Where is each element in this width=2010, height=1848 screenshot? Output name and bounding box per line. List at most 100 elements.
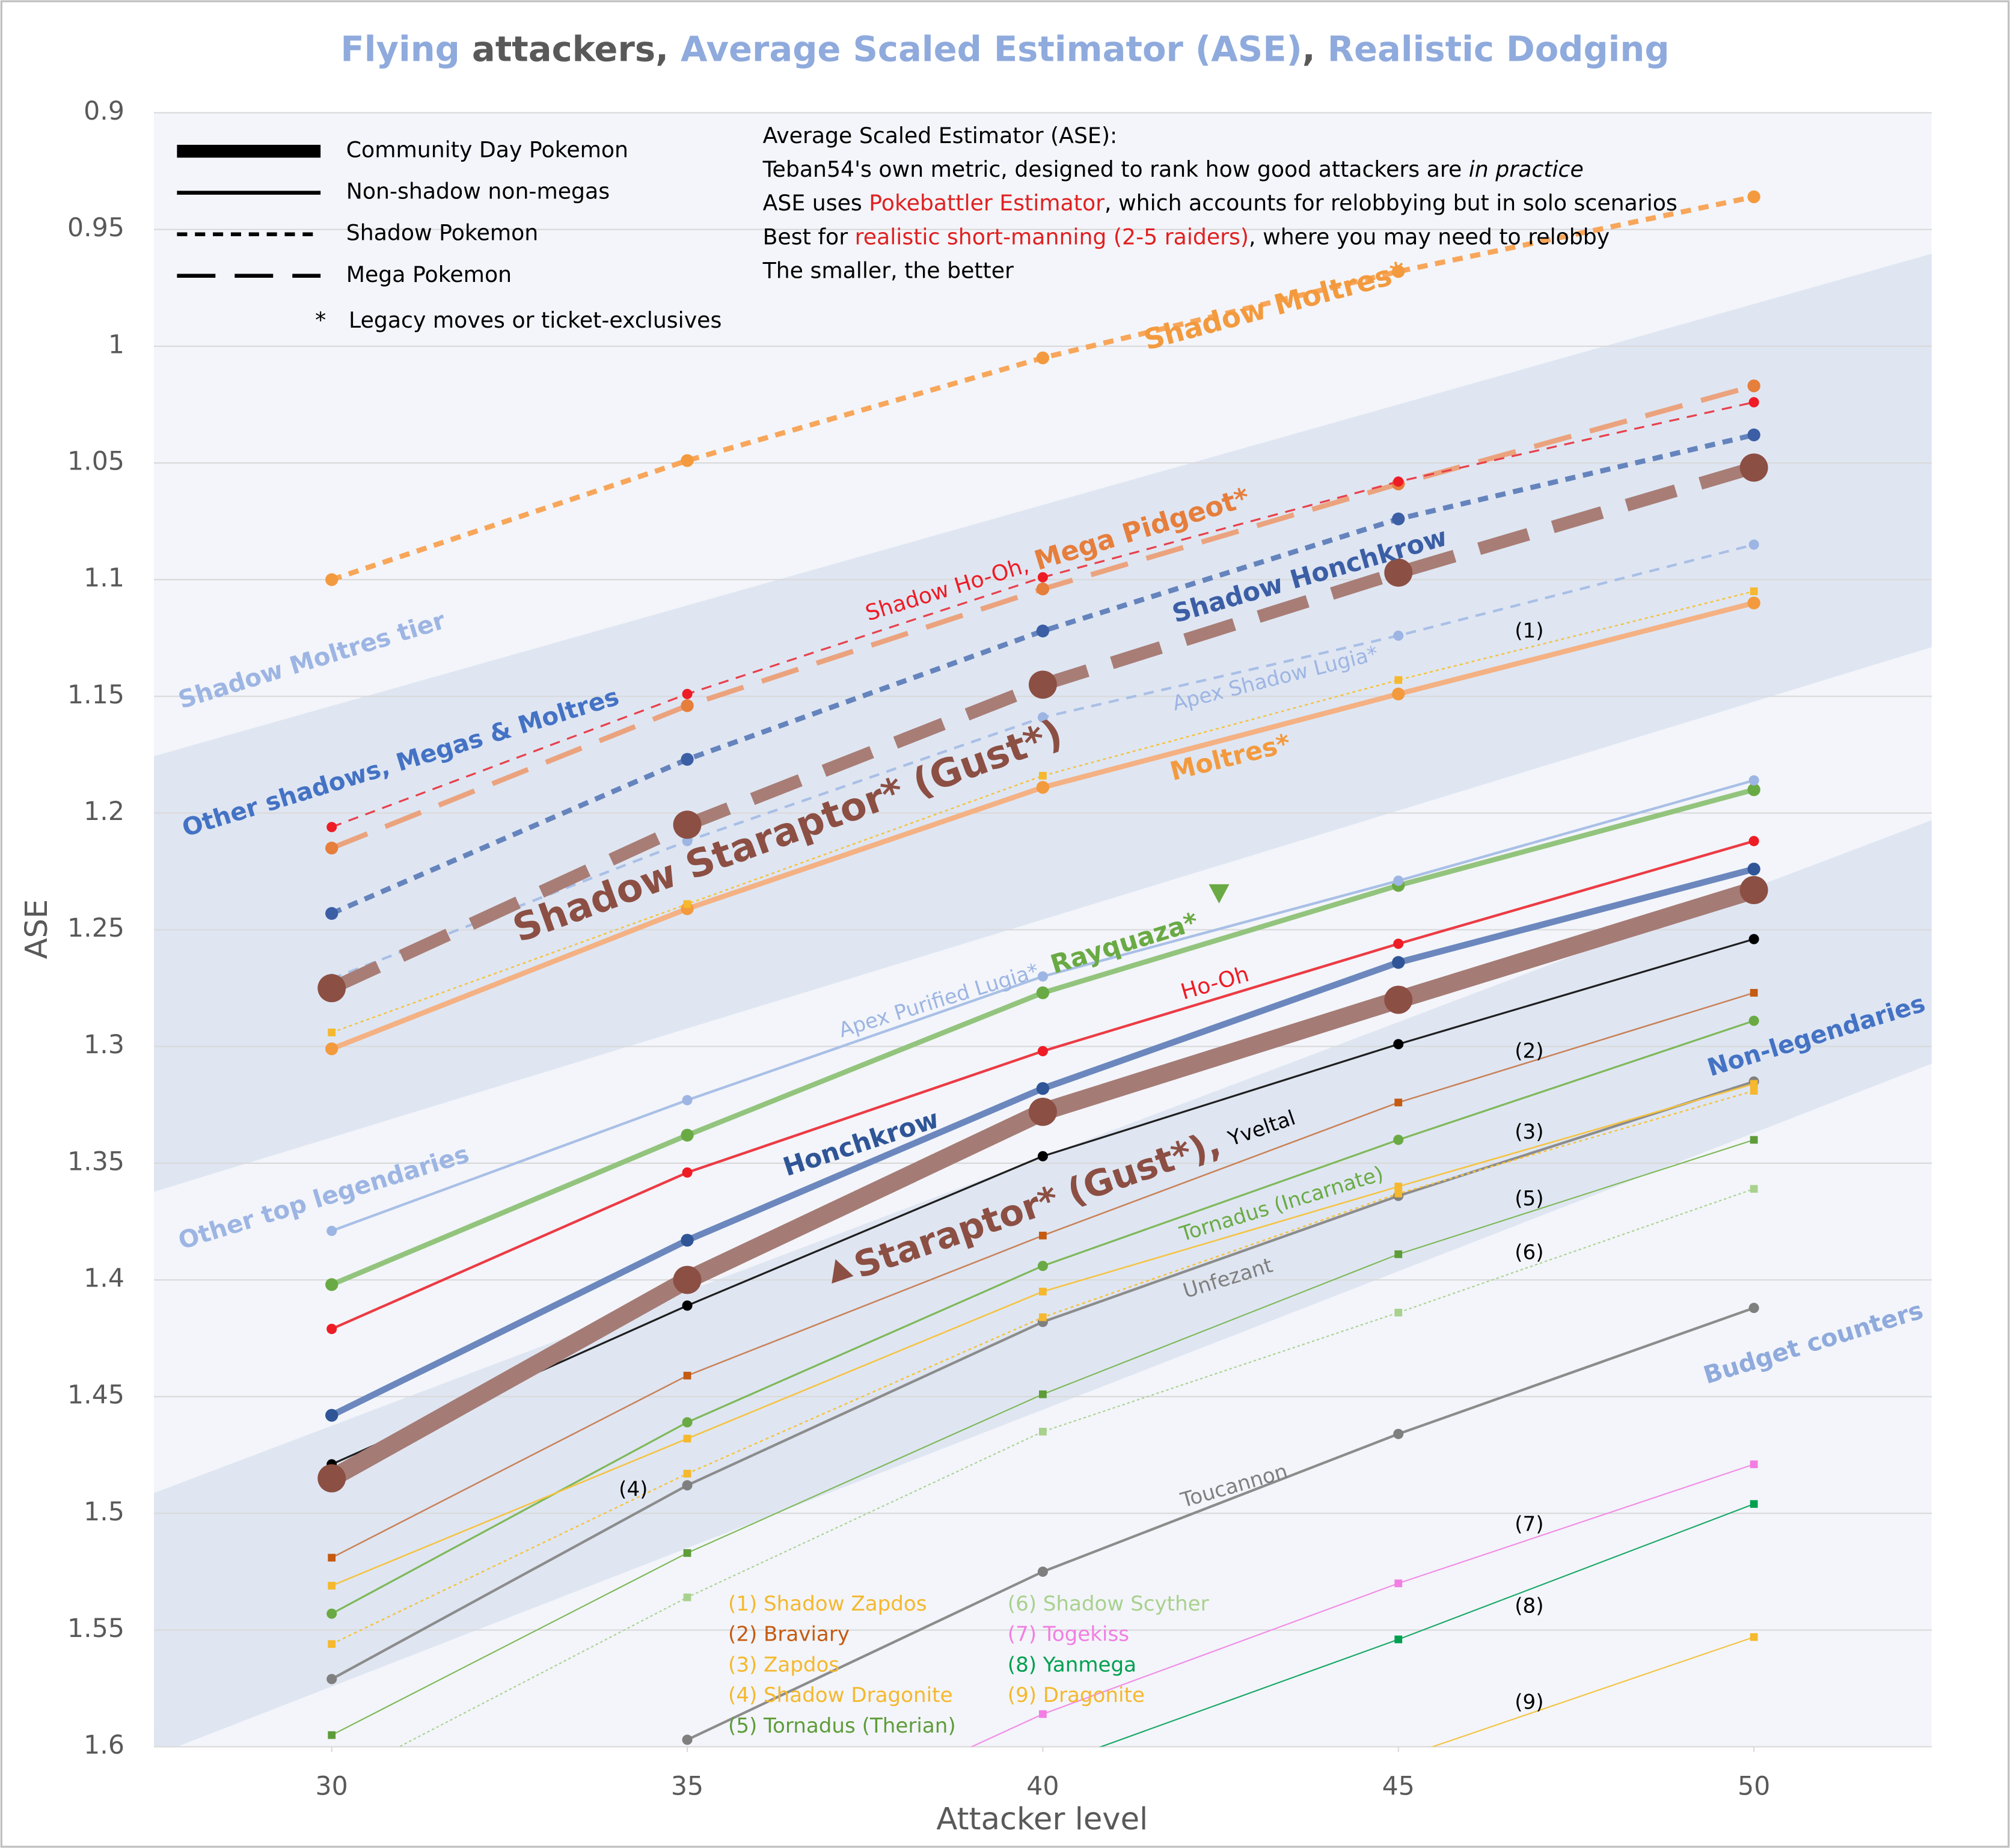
- point: [325, 1042, 339, 1056]
- x-tick-label: 45: [1382, 1771, 1415, 1801]
- note-part: Best for: [763, 224, 855, 249]
- y-tick-label: 1.25: [67, 913, 124, 943]
- notes: Average Scaled Estimator (ASE): Teban54's…: [762, 123, 1678, 283]
- x-tick-label: 30: [316, 1771, 348, 1801]
- point: [325, 1278, 339, 1291]
- point: [326, 1324, 337, 1335]
- point: [1747, 862, 1760, 876]
- note-part: ASE uses: [763, 190, 869, 216]
- point: [1393, 630, 1404, 641]
- footnote-number: (2): [728, 1622, 757, 1646]
- series-line: [970, 1463, 1754, 1747]
- point: [1748, 836, 1759, 846]
- point: [683, 1593, 691, 1602]
- point: [1393, 1039, 1404, 1050]
- series-number: (4): [619, 1478, 648, 1502]
- note-part: Average Scaled Estimator (ASE):: [763, 123, 1118, 148]
- point: [682, 1095, 693, 1106]
- point: [1038, 1390, 1047, 1398]
- series-number: (3): [1515, 1120, 1543, 1144]
- footnote-name: Togekiss: [1043, 1622, 1129, 1646]
- point: [1036, 1082, 1050, 1095]
- point: [1392, 512, 1405, 525]
- point: [681, 753, 694, 766]
- y-tick-label: 1.45: [67, 1380, 124, 1410]
- title-part: ,: [1302, 29, 1328, 69]
- point: [328, 1553, 336, 1562]
- point: [1393, 476, 1404, 487]
- point: [673, 1265, 702, 1294]
- series-layer: [317, 190, 1768, 1747]
- y-tick-label: 1.35: [67, 1146, 124, 1176]
- footnote-name: Tornadus (Therian): [763, 1713, 956, 1737]
- note-part: , where you may need to relobby: [1249, 224, 1610, 249]
- point: [1748, 539, 1759, 550]
- point: [1036, 986, 1050, 1000]
- x-axis-title: Attacker level: [936, 1802, 1148, 1837]
- point: [1739, 876, 1768, 905]
- title-part: Average Scaled Estimator (ASE): [681, 29, 1302, 69]
- footnote-number: (4): [728, 1683, 757, 1707]
- y-tick-label: 1.05: [67, 447, 124, 477]
- point: [328, 1029, 336, 1036]
- legend-label: Non-shadow non-megas: [346, 179, 610, 204]
- footnote-entry: (5) Tornadus (Therian): [728, 1713, 956, 1737]
- point: [325, 573, 339, 586]
- point: [1037, 1566, 1048, 1577]
- point: [683, 1549, 691, 1557]
- point: [328, 1640, 336, 1648]
- y-tick-label: 1: [108, 329, 124, 360]
- point: [1036, 624, 1050, 638]
- point: [1037, 1151, 1048, 1161]
- point: [1036, 781, 1050, 794]
- series-number: (6): [1515, 1240, 1543, 1264]
- point: [1748, 1303, 1759, 1314]
- point: [683, 1434, 691, 1443]
- point: [1394, 1579, 1403, 1588]
- footnote-number: (3): [728, 1653, 757, 1677]
- point: [1750, 1460, 1758, 1469]
- series-number: (8): [1515, 1594, 1543, 1618]
- point: [1036, 583, 1050, 596]
- note-part: in practice: [1469, 156, 1584, 182]
- point: [681, 1128, 694, 1142]
- note-line: Average Scaled Estimator (ASE):: [763, 123, 1118, 148]
- point: [1750, 587, 1758, 595]
- y-tick-label: 1.6: [84, 1730, 124, 1760]
- point: [325, 842, 339, 855]
- point: [1747, 379, 1760, 393]
- legend-label: Community Day Pokemon: [346, 137, 628, 163]
- point: [1028, 670, 1057, 699]
- point: [326, 822, 337, 833]
- series-line: [687, 1306, 1754, 1741]
- footnote-name: Dragonite: [1043, 1683, 1145, 1707]
- point: [1748, 934, 1759, 944]
- point: [1747, 783, 1760, 797]
- series-line: [330, 432, 1755, 916]
- point: [682, 688, 693, 699]
- point: [1037, 712, 1048, 723]
- x-tick-label: 35: [671, 1771, 703, 1801]
- series-line: [397, 1188, 1754, 1747]
- point: [1038, 771, 1047, 780]
- x-tick-label: 40: [1026, 1771, 1059, 1801]
- point: [1036, 351, 1050, 364]
- series-number: (2): [1515, 1039, 1543, 1063]
- footnote-entry: (1) Shadow Zapdos: [728, 1591, 927, 1615]
- note-part: Pokebattler Estimator: [869, 190, 1105, 216]
- point: [1038, 1313, 1047, 1321]
- y-tick-label: 1.4: [84, 1264, 124, 1294]
- point: [1393, 938, 1404, 949]
- point: [1392, 265, 1405, 278]
- series-number: (5): [1515, 1187, 1543, 1211]
- legend-label: Mega Pokemon: [346, 262, 512, 287]
- footnote-entry: (8) Yanmega: [1008, 1653, 1136, 1677]
- point: [1750, 1080, 1758, 1088]
- point: [1739, 453, 1768, 482]
- series-number: (9): [1515, 1690, 1543, 1715]
- point: [1037, 572, 1048, 583]
- x-tick-label: 50: [1738, 1771, 1770, 1801]
- point: [1750, 1500, 1758, 1508]
